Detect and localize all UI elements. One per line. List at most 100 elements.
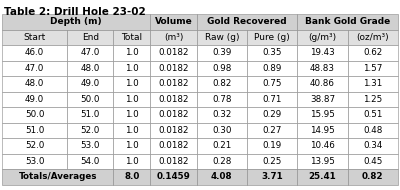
- Text: 0.19: 0.19: [262, 141, 282, 150]
- Text: Start: Start: [24, 33, 46, 42]
- Text: 0.30: 0.30: [212, 126, 232, 135]
- Text: (g/m³): (g/m³): [308, 33, 336, 42]
- Bar: [150, 154, 197, 169]
- Text: 1.0: 1.0: [125, 64, 139, 73]
- Text: 0.89: 0.89: [262, 64, 282, 73]
- Text: 0.0182: 0.0182: [158, 64, 189, 73]
- Text: 10.46: 10.46: [310, 141, 335, 150]
- Text: 0.0182: 0.0182: [158, 79, 189, 88]
- Bar: [2, 29, 67, 45]
- Bar: [114, 138, 150, 154]
- Bar: [67, 92, 114, 107]
- Text: 0.45: 0.45: [363, 157, 382, 166]
- Bar: [247, 29, 297, 45]
- Bar: [348, 138, 398, 154]
- Bar: [2, 123, 67, 138]
- Bar: [348, 29, 398, 45]
- Text: 0.35: 0.35: [262, 48, 282, 57]
- Bar: [348, 169, 398, 184]
- Text: (oz/m³): (oz/m³): [356, 33, 389, 42]
- Text: 4.08: 4.08: [211, 172, 232, 181]
- Text: 51.0: 51.0: [81, 110, 100, 119]
- Bar: [2, 76, 67, 92]
- Bar: [150, 76, 197, 92]
- Bar: [348, 154, 398, 169]
- Bar: [2, 154, 67, 169]
- Text: 0.82: 0.82: [212, 79, 232, 88]
- Text: 1.57: 1.57: [363, 64, 382, 73]
- Bar: [247, 45, 297, 60]
- Text: 0.27: 0.27: [262, 126, 282, 135]
- Bar: [247, 107, 297, 123]
- Bar: [297, 138, 348, 154]
- Text: 1.0: 1.0: [125, 79, 139, 88]
- Text: 1.0: 1.0: [125, 157, 139, 166]
- Bar: [114, 92, 150, 107]
- Bar: [2, 14, 150, 29]
- Text: 15.95: 15.95: [310, 110, 335, 119]
- Text: 0.25: 0.25: [262, 157, 282, 166]
- Bar: [297, 92, 348, 107]
- Bar: [348, 107, 398, 123]
- Text: 50.0: 50.0: [25, 110, 44, 119]
- Text: 0.0182: 0.0182: [158, 157, 189, 166]
- Bar: [114, 107, 150, 123]
- Text: 0.82: 0.82: [362, 172, 384, 181]
- Bar: [67, 76, 114, 92]
- Bar: [67, 45, 114, 60]
- Bar: [247, 92, 297, 107]
- Bar: [197, 123, 247, 138]
- Text: 38.87: 38.87: [310, 95, 335, 104]
- Bar: [2, 60, 67, 76]
- Text: 0.0182: 0.0182: [158, 95, 189, 104]
- Bar: [150, 29, 197, 45]
- Bar: [297, 14, 398, 29]
- Text: 1.0: 1.0: [125, 95, 139, 104]
- Text: 48.83: 48.83: [310, 64, 335, 73]
- Text: 0.71: 0.71: [262, 95, 282, 104]
- Text: Depth (m): Depth (m): [50, 17, 102, 26]
- Text: 47.0: 47.0: [81, 48, 100, 57]
- Text: Gold Recovered: Gold Recovered: [207, 17, 287, 26]
- Text: 53.0: 53.0: [80, 141, 100, 150]
- Bar: [114, 29, 150, 45]
- Bar: [67, 29, 114, 45]
- Text: 19.43: 19.43: [310, 48, 335, 57]
- Text: 1.0: 1.0: [125, 48, 139, 57]
- Bar: [197, 60, 247, 76]
- Bar: [197, 92, 247, 107]
- Bar: [2, 92, 67, 107]
- Bar: [297, 154, 348, 169]
- Bar: [114, 123, 150, 138]
- Text: 14.95: 14.95: [310, 126, 335, 135]
- Text: 0.0182: 0.0182: [158, 110, 189, 119]
- Bar: [197, 14, 297, 29]
- Text: 0.62: 0.62: [363, 48, 382, 57]
- Text: 52.0: 52.0: [81, 126, 100, 135]
- Text: 40.86: 40.86: [310, 79, 335, 88]
- Text: 49.0: 49.0: [25, 95, 44, 104]
- Text: 1.25: 1.25: [363, 95, 382, 104]
- Text: 0.39: 0.39: [212, 48, 232, 57]
- Bar: [2, 138, 67, 154]
- Bar: [348, 123, 398, 138]
- Bar: [297, 45, 348, 60]
- Bar: [297, 76, 348, 92]
- Bar: [67, 138, 114, 154]
- Text: 0.0182: 0.0182: [158, 141, 189, 150]
- Text: 1.31: 1.31: [363, 79, 382, 88]
- Bar: [197, 76, 247, 92]
- Bar: [247, 169, 297, 184]
- Bar: [247, 76, 297, 92]
- Text: 0.75: 0.75: [262, 79, 282, 88]
- Text: End: End: [82, 33, 99, 42]
- Text: 0.48: 0.48: [363, 126, 382, 135]
- Text: 0.51: 0.51: [363, 110, 382, 119]
- Text: 0.98: 0.98: [212, 64, 232, 73]
- Bar: [67, 154, 114, 169]
- Bar: [2, 169, 114, 184]
- Text: 0.0182: 0.0182: [158, 48, 189, 57]
- Text: 51.0: 51.0: [25, 126, 44, 135]
- Bar: [348, 45, 398, 60]
- Bar: [197, 107, 247, 123]
